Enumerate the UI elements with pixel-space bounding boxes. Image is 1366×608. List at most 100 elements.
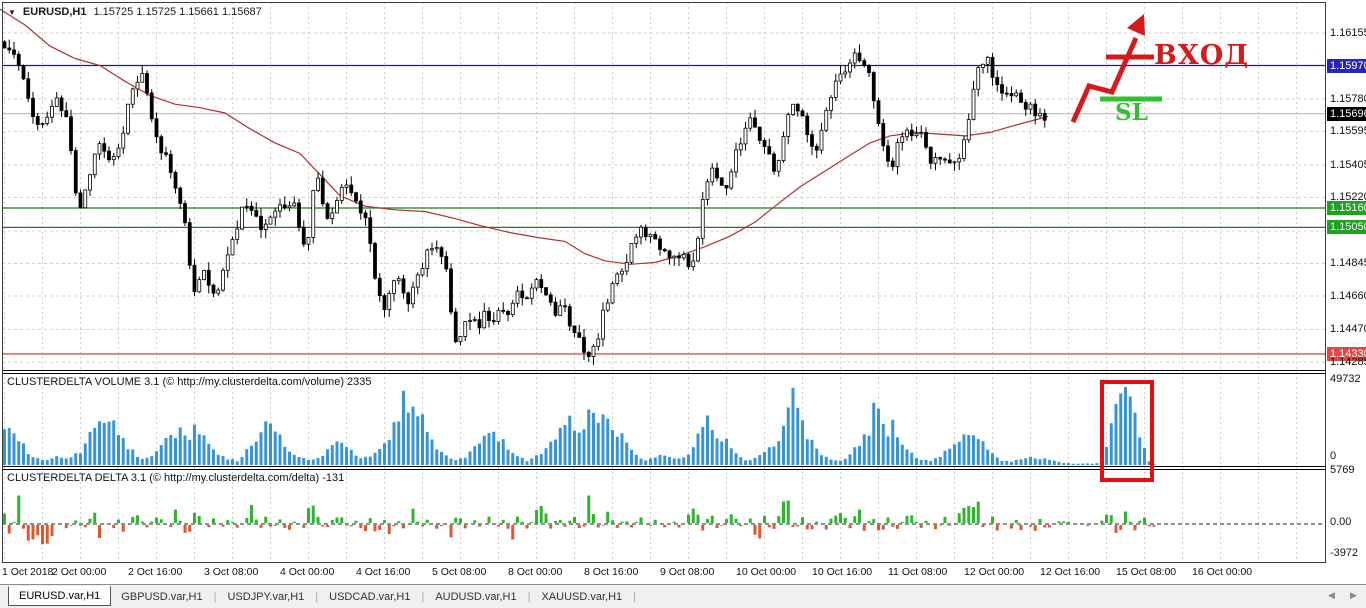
candle [339, 187, 344, 201]
delta-bar [1128, 521, 1132, 523]
symbol-dropdown-icon[interactable]: ▼ [8, 7, 16, 17]
candle [738, 143, 743, 151]
delta-bar [212, 518, 215, 523]
candle [648, 234, 653, 238]
time-axis-label[interactable]: 16 Oct 00:00 [1192, 566, 1253, 578]
time-axis-label[interactable]: 15 Oct 08:00 [1116, 566, 1177, 578]
time-axis-label[interactable]: 1 Oct 2018 [2, 566, 54, 578]
volume-bar [354, 455, 358, 465]
volume-bar [421, 414, 424, 465]
candle [387, 292, 392, 310]
candle [111, 156, 116, 161]
delta-bar [440, 525, 443, 527]
volume-bar [1138, 437, 1142, 465]
chart-canvas[interactable] [0, 0, 1366, 584]
candle [691, 260, 696, 268]
tab-scroll-right-icon[interactable]: ▶ [1350, 590, 1357, 600]
time-axis-label[interactable]: 11 Oct 08:00 [888, 566, 948, 578]
time-axis-label[interactable]: 5 Oct 08:00 [432, 566, 487, 578]
volume-bar [725, 438, 728, 465]
time-axis-label[interactable]: 2 Oct 16:00 [128, 566, 183, 578]
delta-bar [573, 517, 576, 523]
volume-bar [183, 435, 187, 465]
delta-bar [1138, 520, 1142, 523]
time-axis-label[interactable]: 4 Oct 00:00 [280, 566, 335, 578]
delta-bar [858, 509, 861, 523]
volume-bar [402, 390, 405, 465]
delta-bar [525, 525, 529, 529]
delta-bar [972, 507, 975, 523]
tab-scroll-left-icon[interactable]: ◀ [1328, 590, 1335, 600]
delta-bar [269, 525, 272, 527]
volume-bar [440, 451, 443, 465]
time-axis-label[interactable]: 12 Oct 00:00 [964, 566, 1025, 578]
delta-bar [1114, 525, 1118, 533]
volume-bar [226, 459, 230, 465]
candle [838, 73, 843, 82]
candle [35, 116, 40, 125]
volume-bar [178, 427, 182, 465]
delta-bar [402, 525, 405, 529]
volume-bar [83, 443, 87, 465]
candle [748, 117, 753, 129]
tab-xauusd[interactable]: XAUUSD.var,H1 [541, 591, 623, 603]
tab-gbpusd[interactable]: GBPUSD.var,H1 [121, 591, 203, 603]
candle [368, 217, 373, 244]
delta-bar [50, 525, 54, 536]
candle [653, 234, 658, 240]
delta-bar [1147, 525, 1151, 527]
price-axis-label: 1.16155 [1330, 26, 1366, 39]
delta-bar [159, 519, 163, 523]
delta-bar [772, 525, 776, 529]
volume-bar [12, 433, 16, 465]
delta-bar [416, 521, 420, 523]
delta-bar [753, 525, 757, 535]
volume-bar [691, 447, 695, 465]
time-axis-label[interactable]: 2 Oct 00:00 [52, 566, 107, 578]
candle [558, 305, 563, 316]
time-axis-label[interactable]: 10 Oct 16:00 [812, 566, 873, 578]
delta-bar [615, 525, 619, 528]
candle [249, 205, 254, 211]
volume-bar [976, 439, 980, 465]
volume-bar [1143, 448, 1146, 465]
delta-bar [915, 521, 918, 523]
time-axis-label[interactable]: 12 Oct 16:00 [1040, 566, 1101, 578]
delta-bar [900, 521, 904, 523]
volume-bar [136, 456, 139, 465]
volume-bar [459, 458, 462, 465]
candle [425, 249, 430, 269]
time-axis-label[interactable]: 10 Oct 00:00 [736, 566, 797, 578]
candle [325, 203, 330, 219]
tab-eurusd[interactable]: EURUSD.var,H1 [8, 586, 112, 606]
tab-usdjpy[interactable]: USDJPY.var,H1 [227, 591, 305, 603]
volume-bar [587, 409, 591, 465]
price-axis-label: 1.15780 [1330, 92, 1366, 105]
volume-bar [815, 448, 819, 465]
candle [791, 103, 795, 115]
delta-bar [1043, 525, 1047, 528]
tab-audusd[interactable]: AUDUSD.var,H1 [435, 591, 517, 603]
delta-bar [41, 525, 44, 545]
candle [710, 167, 715, 183]
time-axis-label[interactable]: 3 Oct 08:00 [204, 566, 259, 578]
time-axis-label[interactable]: 4 Oct 16:00 [356, 566, 411, 578]
time-axis-label[interactable]: 8 Oct 00:00 [508, 566, 563, 578]
candle [677, 255, 681, 259]
time-axis-label[interactable]: 9 Oct 08:00 [660, 566, 715, 578]
candle [696, 237, 700, 262]
volume-bar [416, 416, 420, 465]
volume-bar [492, 431, 496, 465]
candle [306, 237, 311, 245]
price-axis-label: 1.15220 [1330, 191, 1366, 204]
volume-bar [359, 458, 363, 465]
candle [582, 336, 586, 353]
volume-bar [634, 454, 638, 465]
time-axis-label[interactable]: 8 Oct 16:00 [584, 566, 639, 578]
candle [515, 290, 520, 304]
delta-bar [582, 525, 586, 527]
volume-bar [387, 440, 391, 465]
volume-bar [193, 424, 196, 465]
delta-bar [539, 505, 543, 523]
tab-usdcad[interactable]: USDCAD.var,H1 [329, 591, 411, 603]
